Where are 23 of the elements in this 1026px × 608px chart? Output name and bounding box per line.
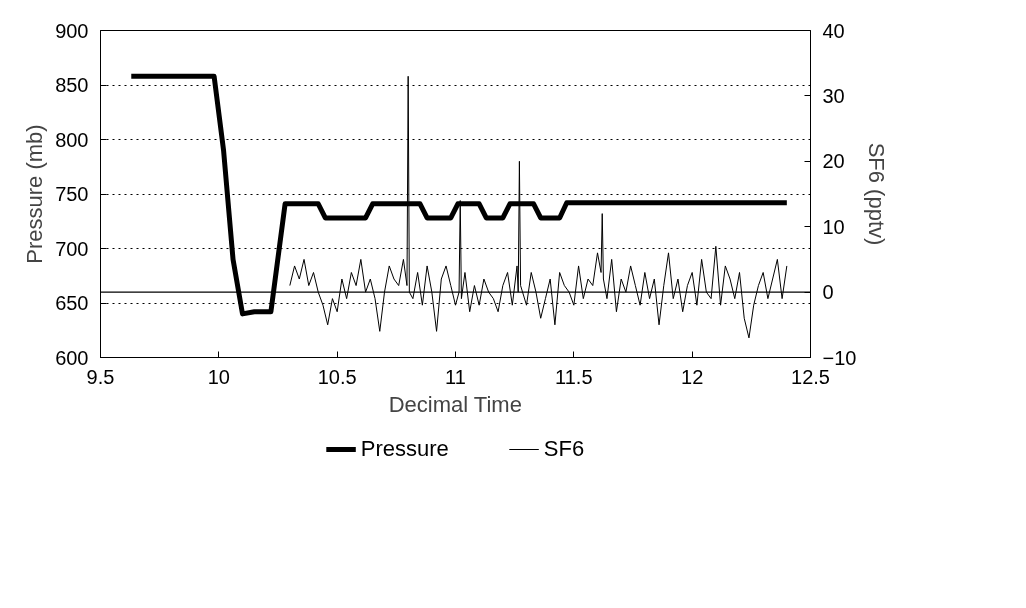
y2-tick-label: 40	[822, 19, 845, 42]
y2-tick-label: 30	[822, 84, 845, 107]
y2-axis-title: SF6 (pptv)	[864, 142, 890, 246]
y-tick-label: 850	[55, 74, 89, 96]
y2-tick-label: 20	[822, 150, 845, 173]
y-axis-title: Pressure (mb)	[22, 124, 48, 264]
x-tick-label: 11.5	[555, 365, 593, 388]
y2-tick-label: 0	[822, 281, 834, 304]
y2-tick-label: 10	[822, 215, 845, 238]
y-tick-label: 750	[55, 183, 89, 205]
y-tick-label: 900	[55, 19, 89, 42]
x-tick-label: 10.5	[317, 365, 357, 388]
y-tick-label: 650	[55, 292, 89, 314]
x-tick-label: 10	[207, 365, 230, 388]
x-tick-label: 9.5	[86, 365, 115, 388]
y-tick-label: 700	[55, 237, 89, 260]
x-tick-label: 12	[681, 365, 704, 388]
y-tick-label: 800	[55, 128, 89, 151]
y-tick-label: 600	[55, 346, 89, 369]
x-axis-title: Decimal Time	[388, 391, 522, 417]
legend-label: Pressure	[360, 436, 449, 462]
x-tick-label: 11	[445, 365, 466, 388]
legend-label: SF6	[543, 436, 585, 462]
